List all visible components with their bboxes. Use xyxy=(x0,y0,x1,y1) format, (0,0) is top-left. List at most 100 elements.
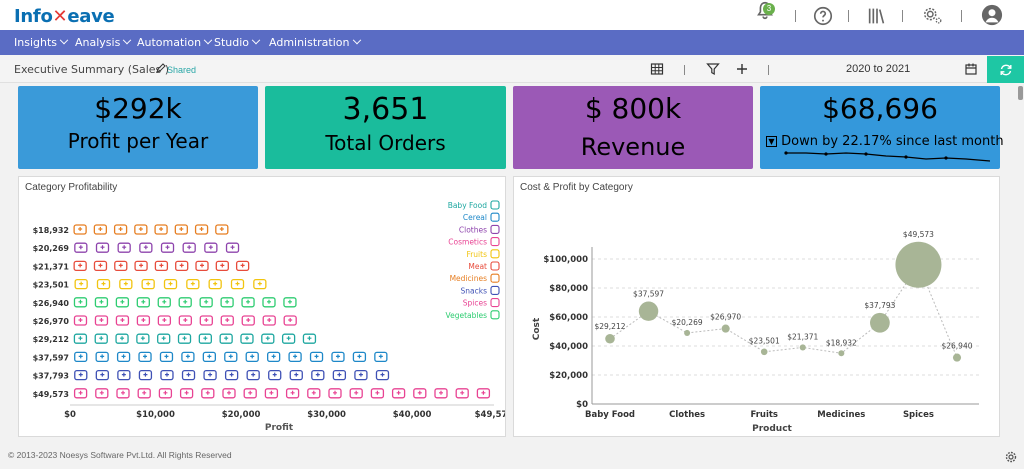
pictogram-icon xyxy=(215,260,229,272)
menu-analysis[interactable]: Analysis xyxy=(75,35,132,49)
category-profitability-chart[interactable]: $18,932 $20,269 $21,371 $23,501 $26,940 $26,9… xyxy=(19,177,505,436)
pictogram-icon xyxy=(157,315,172,326)
connector-line xyxy=(609,263,958,358)
help-icon[interactable] xyxy=(812,5,834,27)
user-avatar-icon[interactable] xyxy=(981,4,1003,26)
bubble-point[interactable] xyxy=(870,312,890,333)
y-tick-label: $100,000 xyxy=(543,255,588,265)
scrollbar-thumb[interactable] xyxy=(1018,86,1023,100)
pictogram-icon xyxy=(413,388,427,399)
chevron-down-icon xyxy=(251,35,261,45)
pictogram-icon xyxy=(262,297,276,308)
data-label: $20,269 xyxy=(672,318,703,327)
x-tick-label: $10,000 xyxy=(136,410,175,420)
cost-profit-chart[interactable]: $0 $20,000 $40,000 $60,000 $80,000 $100,000 $2… xyxy=(514,177,999,436)
legend-label[interactable]: Medicines xyxy=(450,274,488,283)
pictogram-icon xyxy=(354,369,368,381)
calendar-icon[interactable] xyxy=(964,62,978,76)
x-axis-title: Product xyxy=(752,424,792,434)
bubble-point[interactable] xyxy=(638,301,659,321)
pictogram-icon xyxy=(137,388,151,399)
settings-icon[interactable] xyxy=(922,5,944,27)
x-tick-label: $20,000 xyxy=(222,410,261,420)
add-icon[interactable] xyxy=(735,62,749,76)
pictogram-icon xyxy=(73,315,88,326)
bubble-point[interactable] xyxy=(895,241,942,288)
app-logo[interactable]: Info✕eave xyxy=(14,6,115,27)
bubble-point[interactable] xyxy=(838,350,845,357)
legend-label[interactable]: Snacks xyxy=(461,286,488,295)
pictogram-icon xyxy=(215,224,229,235)
kpi-value: $68,696 xyxy=(822,92,938,125)
pictogram-icon xyxy=(241,315,255,326)
legend-icon xyxy=(490,310,500,320)
pictogram-icon xyxy=(267,351,281,363)
divider xyxy=(768,65,769,75)
y-tick-label: $26,940 xyxy=(33,299,70,308)
menu-automation[interactable]: Automation xyxy=(137,35,213,49)
pictogram-icon xyxy=(94,333,108,344)
divider xyxy=(684,65,685,75)
settings-gear-icon[interactable] xyxy=(1005,451,1017,463)
pictogram-icon xyxy=(201,388,215,399)
menu-insights[interactable]: Insights xyxy=(14,35,69,49)
legend-label[interactable]: Baby Food xyxy=(448,201,488,210)
legend-icon xyxy=(490,212,500,222)
kpi-card-revenue[interactable]: $ 800k Revenue xyxy=(513,86,753,169)
pictogram-icon xyxy=(93,224,108,235)
bubble-point[interactable] xyxy=(952,353,962,362)
legend-label[interactable]: Cereal xyxy=(463,213,487,222)
trend-sparkline xyxy=(784,151,991,162)
shared-label[interactable]: Shared xyxy=(167,65,197,75)
legend-label[interactable]: Spices xyxy=(463,299,487,308)
x-tick-label: $0 xyxy=(64,410,76,420)
pictogram-icon xyxy=(186,278,200,290)
pictogram-icon xyxy=(163,278,178,290)
legend-icon xyxy=(490,237,500,247)
pictogram-icon xyxy=(268,369,282,381)
pictogram-icon xyxy=(178,315,192,326)
logo-text-info: Info xyxy=(14,6,53,27)
pictogram-icon xyxy=(179,388,194,399)
date-range-value[interactable]: 2020 to 2021 xyxy=(846,63,911,75)
kpi-value: 3,651 xyxy=(342,92,429,127)
menu-administration[interactable]: Administration xyxy=(269,35,361,49)
pictogram-icon xyxy=(225,242,240,253)
pictogram-icon xyxy=(195,260,209,272)
chevron-down-icon xyxy=(123,35,132,45)
grid-table-icon[interactable] xyxy=(650,62,664,76)
legend-label[interactable]: Vegetables xyxy=(446,311,488,320)
pictogram-icon xyxy=(160,369,174,381)
pictogram-icon xyxy=(95,369,109,381)
kpi-card-profit[interactable]: $292k Profit per Year xyxy=(18,86,258,169)
legend-label[interactable]: Fruits xyxy=(466,250,487,259)
filter-icon[interactable] xyxy=(706,62,720,76)
divider xyxy=(795,10,796,22)
pictogram-icon xyxy=(220,297,234,308)
scrollbar-track[interactable] xyxy=(1016,84,1024,446)
pictogram-icon xyxy=(115,315,130,326)
bubble-point[interactable] xyxy=(721,324,730,333)
bubble-point[interactable] xyxy=(799,344,806,351)
chevron-down-icon xyxy=(352,35,361,45)
bubble-point[interactable] xyxy=(605,333,615,344)
edit-pencil-icon[interactable] xyxy=(156,63,166,73)
legend-label[interactable]: Cosmetics xyxy=(448,238,487,247)
pictogram-icon xyxy=(198,333,212,344)
logo-text-eave: eave xyxy=(67,6,115,27)
kpi-card-orders[interactable]: 3,651 Total Orders xyxy=(265,86,506,169)
y-tick-label: $0 xyxy=(576,400,588,410)
bubble-point[interactable] xyxy=(760,348,768,356)
legend-label[interactable]: Clothes xyxy=(459,225,487,234)
data-label: $21,371 xyxy=(787,332,818,341)
pictogram-icon xyxy=(219,333,233,344)
pictogram-icon xyxy=(307,388,321,399)
kpi-card-trend[interactable]: $68,696 ▼ Down by 22.17% since last mont… xyxy=(760,86,1004,169)
menu-studio[interactable]: Studio xyxy=(214,35,261,49)
x-tick-label: Fruits xyxy=(750,410,778,420)
refresh-button[interactable] xyxy=(987,56,1024,83)
chart-title: Cost & Profit by Category xyxy=(520,182,633,193)
library-icon[interactable] xyxy=(866,5,888,27)
bubble-point[interactable] xyxy=(684,329,691,336)
legend-label[interactable]: Meat xyxy=(468,262,487,271)
